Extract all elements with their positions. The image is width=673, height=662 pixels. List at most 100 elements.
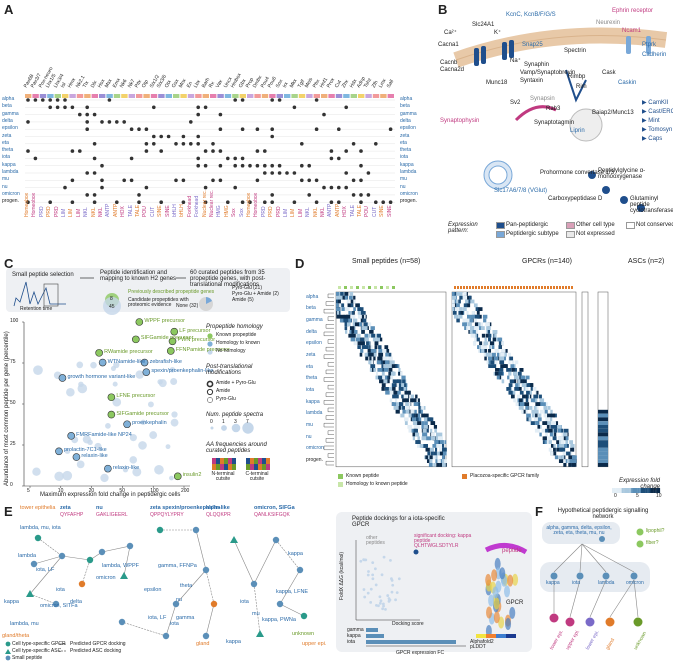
dot-5-12 xyxy=(63,185,67,190)
gene-color-4 xyxy=(54,94,61,98)
bg-point-9 xyxy=(135,370,144,379)
scale-bar-4 xyxy=(618,488,621,493)
hm-cell-b-14-4 xyxy=(491,345,495,349)
hm-cell-b-5-9 xyxy=(460,311,464,315)
hm-cell-a-12-1 xyxy=(350,337,356,342)
spectra-swatch-0 xyxy=(210,426,214,430)
scale-bar-24 xyxy=(650,488,653,493)
ptm-none: None (32) xyxy=(176,303,199,309)
hm-cell-a-38-7 xyxy=(437,436,443,441)
hm-cell-a-33-2 xyxy=(423,417,429,422)
hm-cell-a-16-9 xyxy=(378,352,384,357)
scale-bar-29 xyxy=(658,488,661,493)
dot-39-11 xyxy=(314,178,319,183)
hm-cell-b-30-3 xyxy=(535,406,539,410)
hm-cell-a-32-5 xyxy=(424,413,429,418)
inset-xlabel: Retention time xyxy=(20,306,53,312)
dot-21-5 xyxy=(181,134,186,139)
hm-cell-b-32-8 xyxy=(547,413,552,418)
dot-44-13 xyxy=(351,193,356,197)
peptide-point-7 xyxy=(140,358,149,367)
dot-42-4 xyxy=(337,127,341,131)
dot-6-7 xyxy=(70,149,75,153)
gene-color-44 xyxy=(350,94,357,98)
dot-16-4 xyxy=(144,127,149,131)
hm-cell-b-25-2 xyxy=(517,387,522,391)
hm-cell-a-32-7 xyxy=(408,413,412,418)
net-label-18: mu xyxy=(252,611,260,617)
edge-7 xyxy=(101,545,131,553)
node-18 xyxy=(296,566,304,574)
family-27: HMG xyxy=(223,204,230,217)
hm-cell-a-26-0 xyxy=(397,390,401,395)
hm-cell-a-36-6 xyxy=(422,428,426,433)
hm-cell-a-15-8 xyxy=(370,349,373,353)
hm-cell-b-44-4 xyxy=(566,459,570,463)
aa-logo-0-8 xyxy=(220,464,224,470)
hm-cell-a-24-8 xyxy=(401,383,405,387)
gene-color-34 xyxy=(276,94,283,98)
hm-cell-b-43-0 xyxy=(568,455,574,460)
family-7: LIM xyxy=(75,208,82,217)
ion-na: Na⁺ xyxy=(510,58,521,64)
hm-cell-a-5-8 xyxy=(351,311,354,315)
protein-caskin: Caskin xyxy=(618,80,637,86)
aa-logo-1-9 xyxy=(258,464,262,470)
gene-color-24 xyxy=(202,94,209,98)
aa-logo-0-11 xyxy=(232,464,236,470)
hm-cell-b-16-3 xyxy=(483,352,488,357)
net-label-25: gamma, FFNPa xyxy=(158,563,197,569)
struct-scale-2 xyxy=(480,634,482,638)
family-46: POU xyxy=(364,205,371,217)
peptide-label-1: WPPF precursor xyxy=(144,318,185,324)
aa-item-0: N-terminal cutsite xyxy=(211,471,235,482)
hm-cell-a-11-6 xyxy=(377,333,382,338)
hm-cell-b-1-7 xyxy=(452,295,457,300)
hm-cell-b-14-0 xyxy=(477,345,482,349)
hm-cell-c-34 xyxy=(598,421,608,425)
bar-kappa: kappa xyxy=(347,633,361,639)
hm-cell-a-38-4 xyxy=(421,436,427,441)
hm-cell-a-28-6 xyxy=(402,398,406,403)
hm-cell-b-22-9 xyxy=(520,375,526,380)
dot-28-8 xyxy=(233,156,237,161)
node-17 xyxy=(272,536,280,544)
hm-cell-b-36-9 xyxy=(563,428,569,433)
hm-cell-a-12-9 xyxy=(364,337,369,342)
row-label-6: eta xyxy=(2,139,9,146)
hm-cell-b-31-9 xyxy=(521,409,524,414)
family-47: CUT xyxy=(371,206,378,217)
net-legend-2: Small peptide xyxy=(12,655,43,661)
peptide-mark-3 xyxy=(356,286,359,289)
hm-cell-a-37-6 xyxy=(431,432,435,437)
legend-gpcr-swatch xyxy=(5,641,11,647)
bg-point-10 xyxy=(105,423,111,429)
row-label-right-6: eta xyxy=(400,139,407,146)
hm-cell-b-4-5 xyxy=(462,307,467,311)
row-label-1: beta xyxy=(2,103,12,110)
hm-cell-b-32-6 xyxy=(538,413,541,418)
hm-cell-b-38-5 xyxy=(542,436,546,441)
family-45: TALE xyxy=(357,204,363,217)
hm-cell-b-20-7 xyxy=(499,368,504,372)
hm-cell-b-6-8 xyxy=(459,314,463,319)
hm-cell-a-23-9 xyxy=(379,379,384,384)
hm-cell-a-11-8 xyxy=(348,333,354,338)
scale-bar-16 xyxy=(637,488,640,493)
scale-bar-27 xyxy=(655,488,657,493)
net-seq-1: GAKLIGEERL xyxy=(96,512,128,518)
hm-cell-b-24-7 xyxy=(515,383,519,387)
hm-cell-a-19-6 xyxy=(391,364,397,368)
hm-cell-a-39-9 xyxy=(434,440,439,444)
hm-cell-b-4-8 xyxy=(475,307,479,311)
hm-cell-b-15-9 xyxy=(481,349,485,353)
dot-30-9 xyxy=(248,163,252,168)
dock-point-6 xyxy=(378,601,382,605)
hm-cell-a-27-5 xyxy=(392,394,396,399)
hm-cell-b-29-8 xyxy=(524,402,530,406)
dot-2-0 xyxy=(41,98,45,102)
gpcr-family-mark-36 xyxy=(562,286,564,289)
dock-point-33 xyxy=(378,595,382,599)
hm-cell-a-44-6 xyxy=(435,459,438,463)
struct-scale-3 xyxy=(482,634,484,638)
